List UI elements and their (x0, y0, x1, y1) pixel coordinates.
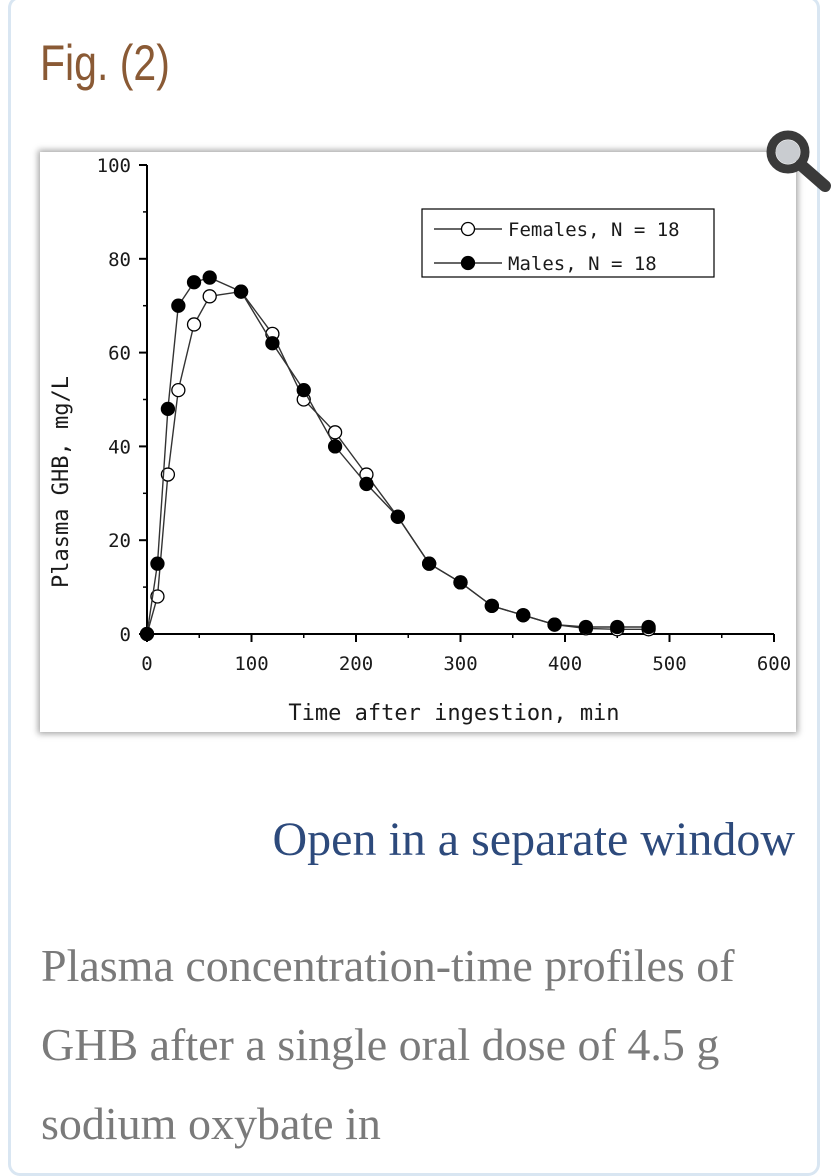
y-axis-label: Plasma GHB, mg/L (49, 376, 74, 588)
series-males (139, 270, 656, 642)
data-point (160, 467, 176, 482)
data-point (641, 619, 656, 635)
data-point (453, 575, 468, 590)
data-point (578, 619, 594, 635)
chart-series (139, 270, 656, 642)
x-tick-label: 0 (141, 653, 152, 675)
series-line (146, 290, 649, 635)
ghb-plasma-chart: 0 100 200 300 400 500 600 0 20 40 60 80 100 Females,… (49, 155, 791, 726)
x-tick-label: 300 (443, 653, 477, 675)
figure-image[interactable]: 0 100 200 300 400 500 600 0 20 40 60 80 100 Females,… (40, 152, 796, 732)
y-tick-label: 60 (108, 343, 131, 365)
chart-axes: 0 100 200 300 400 500 600 0 20 40 60 80 100 (97, 155, 791, 675)
data-point (547, 617, 562, 632)
legend-label: Males, N = 18 (508, 253, 657, 275)
data-point (484, 598, 500, 614)
data-point (327, 425, 343, 440)
x-tick-label: 600 (757, 653, 791, 675)
data-point (265, 336, 280, 351)
data-point (296, 382, 311, 398)
y-tick-label: 80 (108, 249, 131, 271)
x-tick-label: 200 (339, 653, 373, 675)
legend-label: Females, N = 18 (508, 219, 680, 241)
data-point (139, 626, 155, 642)
data-point (516, 608, 531, 623)
data-point (186, 317, 202, 332)
open-in-separate-window-link[interactable]: Open in a separate window (272, 813, 796, 866)
figure-title: Fig. (2) (40, 35, 170, 91)
chart-legend: Females, N = 18 Males, N = 18 (421, 208, 715, 278)
data-point (171, 382, 186, 398)
legend-marker (460, 221, 476, 237)
y-tick-label: 0 (120, 624, 131, 646)
data-point (160, 401, 176, 417)
data-point (421, 556, 437, 571)
y-tick-label: 20 (108, 530, 131, 552)
data-point (202, 270, 217, 285)
data-point (610, 619, 625, 635)
series-line (146, 276, 649, 635)
data-point (186, 275, 202, 290)
y-tick-label: 40 (108, 436, 131, 458)
data-point (202, 289, 217, 304)
y-tick-label: 100 (97, 155, 131, 177)
magnifier-icon[interactable] (762, 126, 832, 192)
x-tick-label: 500 (652, 653, 686, 675)
data-point (171, 298, 186, 313)
series-females (139, 284, 656, 642)
x-tick-label: 400 (548, 653, 582, 675)
data-point (150, 589, 165, 604)
figure-caption: Plasma concentration-time profiles of GH… (41, 940, 735, 1149)
data-point (233, 284, 249, 299)
legend-marker (460, 255, 476, 271)
x-tick-label: 100 (234, 653, 268, 675)
data-point (150, 556, 165, 571)
data-point (359, 476, 374, 492)
data-point (327, 439, 343, 454)
data-point (390, 509, 405, 524)
x-axis-label: Time after ingestion, min (288, 701, 619, 726)
